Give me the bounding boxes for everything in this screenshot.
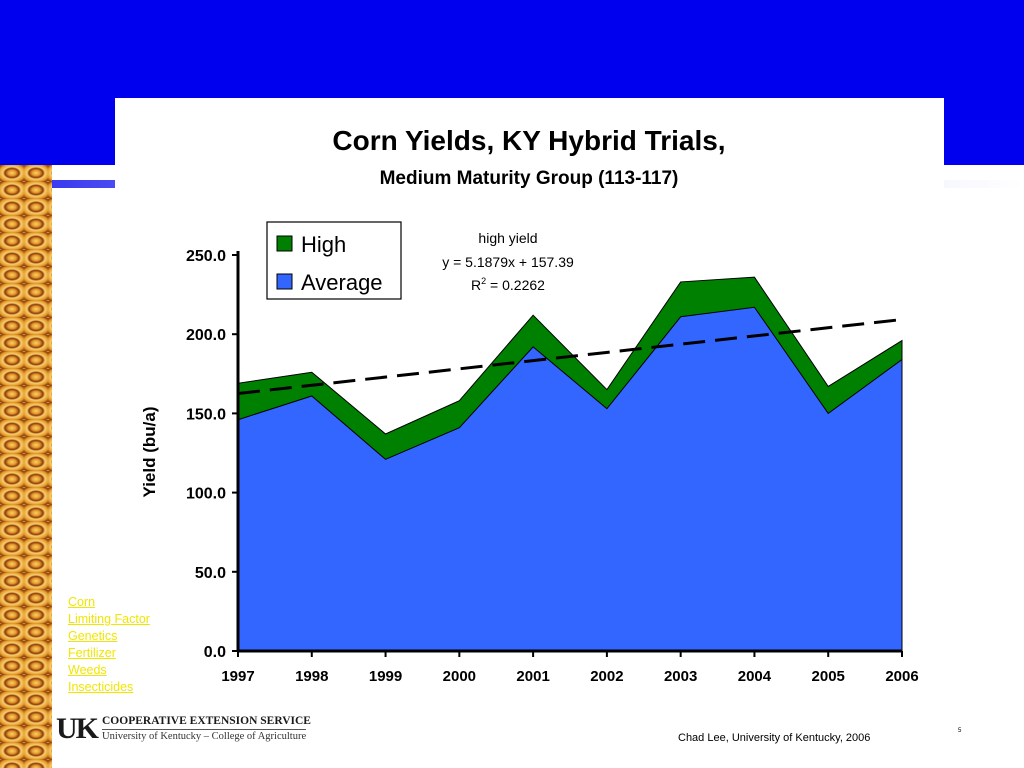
legend-swatch-high [276, 235, 293, 252]
x-tick-label-2000: 2000 [443, 668, 476, 685]
yield-chart: Corn Yields, KY Hybrid Trials, Medium Ma… [140, 125, 919, 685]
nav-link-genetics[interactable]: Genetics [68, 629, 118, 643]
x-tick-label-2003: 2003 [664, 668, 697, 685]
nav-link-fertilizer[interactable]: Fertilizer [68, 646, 116, 660]
y-tick-label-250.0: 250.0 [186, 248, 226, 265]
x-tick-label-2004: 2004 [738, 668, 772, 685]
legend-box [266, 221, 402, 300]
y-tick-label-200.0: 200.0 [186, 327, 226, 344]
uk-logo: UK [56, 712, 99, 745]
legend-label-average: Average [301, 270, 383, 295]
org-subtitle: University of Kentucky – College of Agri… [102, 729, 307, 742]
legend: High Average [266, 221, 402, 300]
trendline-annotation: high yield y = 5.1879x + 157.39 R2 = 0.2… [442, 230, 574, 293]
chart-title: Corn Yields, KY Hybrid Trials, [332, 125, 725, 156]
trendline-label: high yield [478, 230, 537, 246]
credit-text: Chad Lee, University of Kentucky, 2006 [678, 732, 871, 744]
x-tick-label-1998: 1998 [295, 668, 328, 685]
y-axis-label: Yield (bu/a) [140, 407, 159, 498]
y-tick-label-150.0: 150.0 [186, 406, 226, 423]
nav-link-weeds[interactable]: Weeds [68, 663, 107, 677]
x-tick-label-1999: 1999 [369, 668, 402, 685]
nav-link-limiting-factor[interactable]: Limiting Factor [68, 612, 150, 626]
nav-link-insecticides[interactable]: Insecticides [68, 680, 134, 694]
plot-area: 0.0 50.0 100.0 150.0 200.0 250.0 1997 1998 1999 2… [186, 248, 919, 685]
trendline-r2: R2 = 0.2262 [471, 276, 545, 293]
corn-image [0, 165, 52, 768]
nav-link-corn[interactable]: Corn [68, 595, 96, 609]
nav-links: Corn Limiting Factor Genetics Fertilizer… [68, 594, 150, 696]
footer-logo: UK COOPERATIVE EXTENSION SERVICE Univers… [56, 712, 311, 745]
y-tick-label-0.0: 0.0 [204, 644, 226, 661]
y-tick-label-50.0: 50.0 [195, 565, 226, 582]
legend-label-high: High [301, 232, 346, 257]
legend-swatch-average [276, 273, 293, 290]
slide-number: 5 [958, 728, 962, 734]
x-tick-label-2005: 2005 [812, 668, 845, 685]
x-tick-label-2002: 2002 [590, 668, 623, 685]
y-tick-label-100.0: 100.0 [186, 486, 226, 503]
x-tick-label-1997: 1997 [221, 668, 254, 685]
area-average [237, 306, 903, 652]
trendline-equation: y = 5.1879x + 157.39 [442, 254, 574, 270]
x-tick-label-2001: 2001 [516, 668, 549, 685]
trendline [237, 318, 903, 395]
x-tick-label-2006: 2006 [885, 668, 918, 685]
org-name: COOPERATIVE EXTENSION SERVICE [102, 715, 311, 727]
chart-subtitle: Medium Maturity Group (113-117) [380, 168, 679, 189]
chart-panel: Corn Yields, KY Hybrid Trials, Medium Ma… [115, 98, 944, 718]
